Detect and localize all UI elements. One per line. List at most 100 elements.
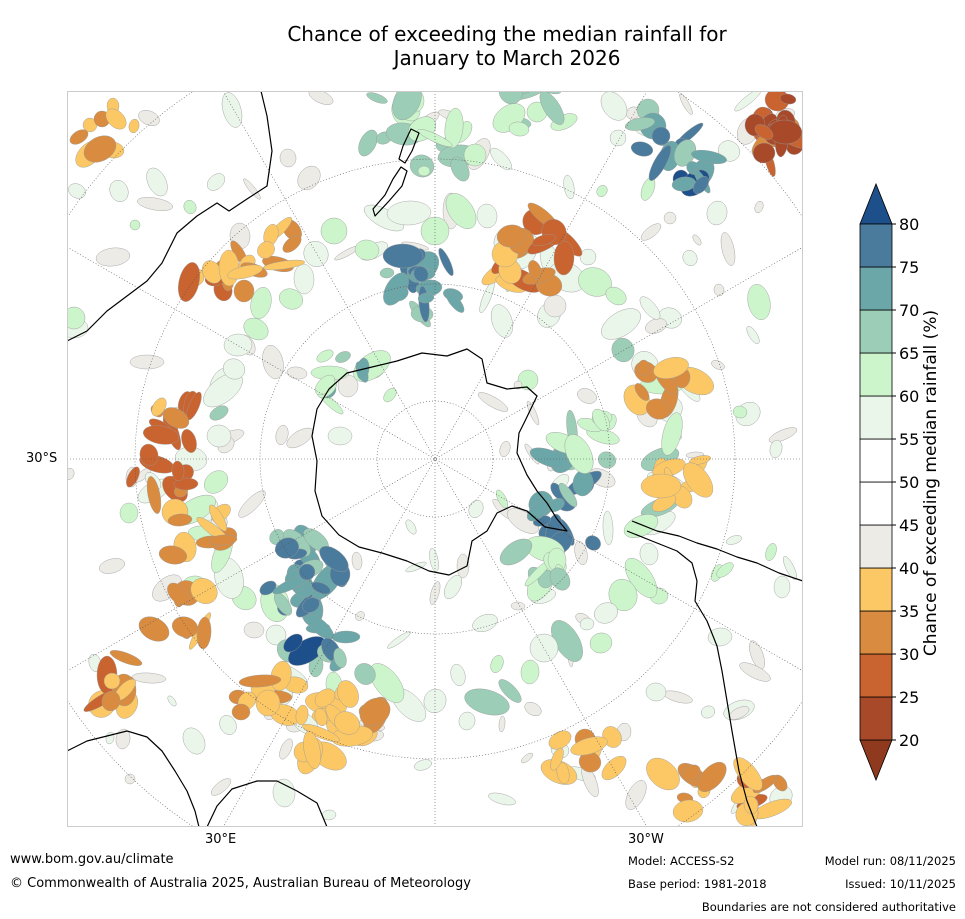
colorbar-tick-label: 70 [899, 301, 919, 320]
anomaly-patch [529, 447, 569, 469]
anomaly-patch [275, 424, 289, 446]
anomaly-patch [691, 149, 727, 165]
anomaly-patch [314, 688, 336, 708]
anomaly-patch [383, 387, 397, 403]
anomaly-patch [682, 462, 714, 498]
anomaly-patch [521, 752, 533, 764]
colorbar-cell [859, 352, 893, 397]
anomaly-patch [279, 288, 303, 310]
anomaly-patch [393, 286, 409, 302]
anomaly-patch [417, 165, 431, 177]
anomaly-patch [99, 558, 125, 574]
colorbar-title: Chance of exceeding median rainfall (%) [921, 309, 941, 657]
anomaly-patch [498, 679, 522, 703]
anomaly-patch [208, 534, 238, 546]
anomaly-patch [700, 705, 716, 719]
anomaly-patch [476, 203, 498, 229]
anomaly-patch [720, 232, 736, 266]
rainfall-map [67, 91, 803, 827]
anomaly-patch [681, 764, 701, 782]
anomaly-patch [713, 283, 725, 297]
anomaly-patch [734, 91, 762, 112]
anomaly-patch [279, 738, 293, 760]
anomaly-patch [468, 500, 484, 518]
colorbar-tick-label: 35 [899, 602, 919, 621]
colorbar-over-arrow [859, 182, 893, 225]
anomaly-patch [594, 602, 618, 624]
anomaly-patch [303, 241, 329, 267]
anomaly-patch [302, 597, 320, 613]
anomaly-patch [623, 514, 659, 538]
anomaly-patch [498, 715, 506, 733]
anomaly-patch [496, 224, 526, 248]
graticule [67, 91, 803, 827]
anomaly-patch [115, 728, 131, 750]
anomaly-patch [477, 392, 509, 412]
anomaly-patch [602, 510, 614, 546]
anomaly-patch [570, 736, 608, 756]
anomaly-patch [315, 374, 335, 396]
anomaly-patch [282, 235, 302, 253]
anomaly-patch [295, 704, 309, 726]
anomaly-patch [131, 672, 167, 684]
anomaly-patch [146, 167, 168, 197]
anomaly-patch [272, 778, 296, 808]
anomaly-patch [314, 707, 328, 727]
anomaly-patch [754, 124, 774, 140]
anomaly-patch [151, 397, 167, 417]
anomaly-patch [548, 730, 572, 750]
anomaly-patch [692, 234, 702, 246]
anomaly-patch [302, 723, 340, 743]
anomaly-patch [129, 354, 165, 370]
parallel-circle [134, 158, 736, 760]
latitude-label-30s: 30°S [26, 451, 58, 466]
anomaly-patch [405, 519, 417, 535]
anomaly-patch [707, 627, 733, 647]
colorbar-tick-label: 30 [899, 645, 919, 664]
anomaly-patch [510, 601, 526, 611]
anomaly-patch [752, 142, 776, 164]
anomaly-patch [663, 211, 677, 225]
anomaly-patch [488, 792, 516, 806]
anomaly-patch [769, 439, 783, 459]
anomaly-patch [634, 383, 650, 401]
anomaly-patch [645, 682, 667, 702]
anomaly-patch [386, 200, 432, 226]
anomaly-patch [611, 337, 635, 363]
anomaly-patch [608, 578, 638, 612]
anomaly-patch [645, 318, 667, 334]
anomaly-patch [765, 543, 777, 561]
anomaly-patch [490, 304, 514, 338]
anomaly-patch [137, 197, 173, 211]
footer-issued: Issued: 10/11/2025 [845, 877, 956, 891]
colorbar-tick-label: 55 [899, 430, 919, 449]
anomaly-patch [219, 715, 237, 735]
anomaly-patch [158, 545, 188, 565]
anomaly-patch [358, 129, 378, 157]
colorbar-cell [859, 266, 893, 311]
anomaly-patch [238, 674, 282, 688]
anomaly-patch [456, 553, 470, 579]
anomaly-patch [574, 540, 588, 566]
anomaly-patch [429, 547, 439, 573]
anomaly-patch [640, 473, 682, 499]
anomaly-patch [682, 250, 698, 266]
footer-model: Model: ACCESS-S2 [628, 854, 735, 868]
title-line-1: Chance of exceeding the median rainfall … [287, 22, 727, 46]
anomaly-patch [243, 178, 261, 200]
anomaly-patch [105, 108, 127, 130]
anomaly-patch [387, 631, 411, 649]
anomaly-patch [747, 284, 771, 320]
anomaly-patch [128, 118, 140, 134]
anomaly-patch [238, 490, 266, 518]
anomaly-patch [221, 92, 243, 128]
anomaly-patch [279, 148, 297, 168]
anomaly-patch [532, 233, 556, 247]
rainfall-anomaly-field [67, 91, 803, 827]
anomaly-patch [444, 574, 462, 600]
footer-copyright: © Commonwealth of Australia 2025, Austra… [10, 876, 471, 891]
anomaly-patch [167, 513, 193, 527]
anomaly-patch [311, 581, 331, 595]
anomaly-patch [625, 117, 655, 131]
footer-model-run: Model run: 08/11/2025 [824, 854, 956, 868]
